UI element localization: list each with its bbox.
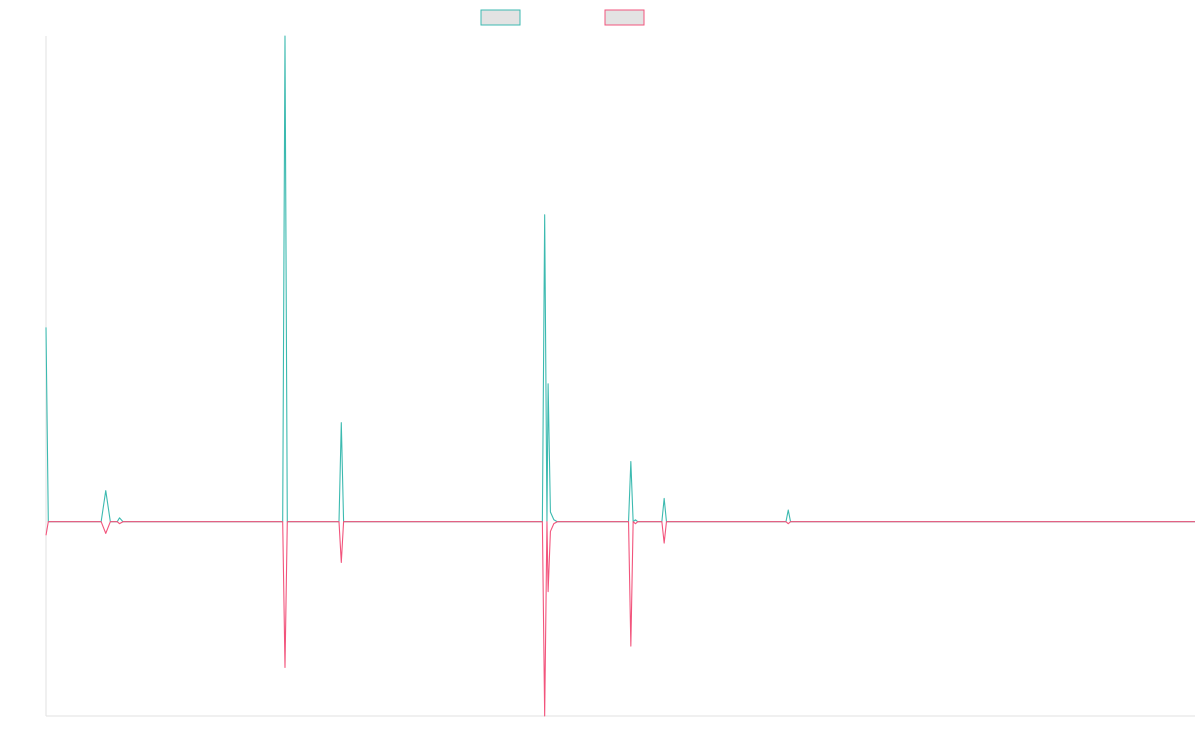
legend-swatch-2	[604, 9, 645, 26]
legend	[480, 9, 645, 26]
legend-swatch-1	[480, 9, 521, 26]
series-line-1	[45, 35, 1195, 523]
plot-area	[45, 35, 1195, 717]
series-line-2	[45, 521, 1195, 717]
axes	[45, 36, 1195, 717]
